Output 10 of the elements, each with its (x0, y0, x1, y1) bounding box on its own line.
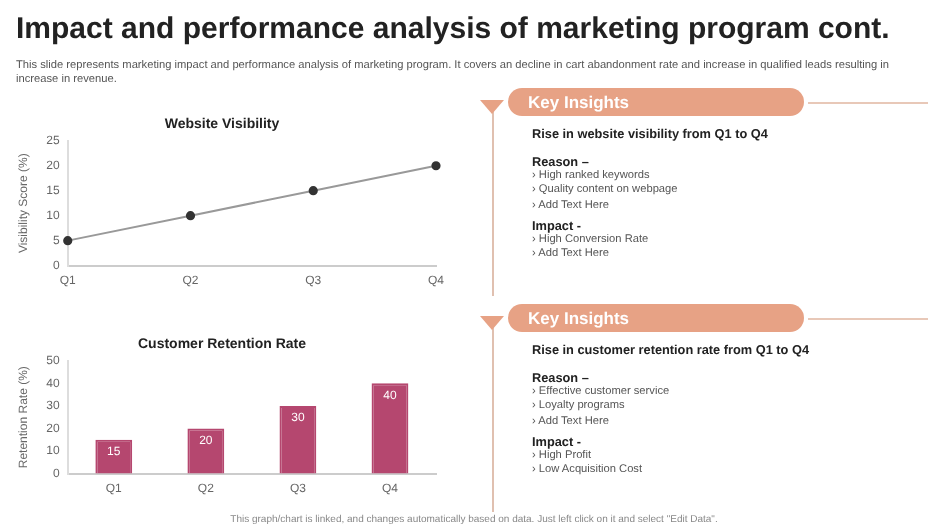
point (431, 161, 441, 171)
text: Impact and performance analysis of marketing program cont. (16, 12, 892, 46)
bar (371, 383, 409, 474)
text: Key Insights (508, 304, 804, 332)
bar (279, 405, 317, 474)
point (185, 211, 196, 221)
bar (187, 428, 225, 474)
point (63, 236, 73, 246)
text: Key Insights (508, 88, 804, 116)
point (308, 186, 318, 196)
